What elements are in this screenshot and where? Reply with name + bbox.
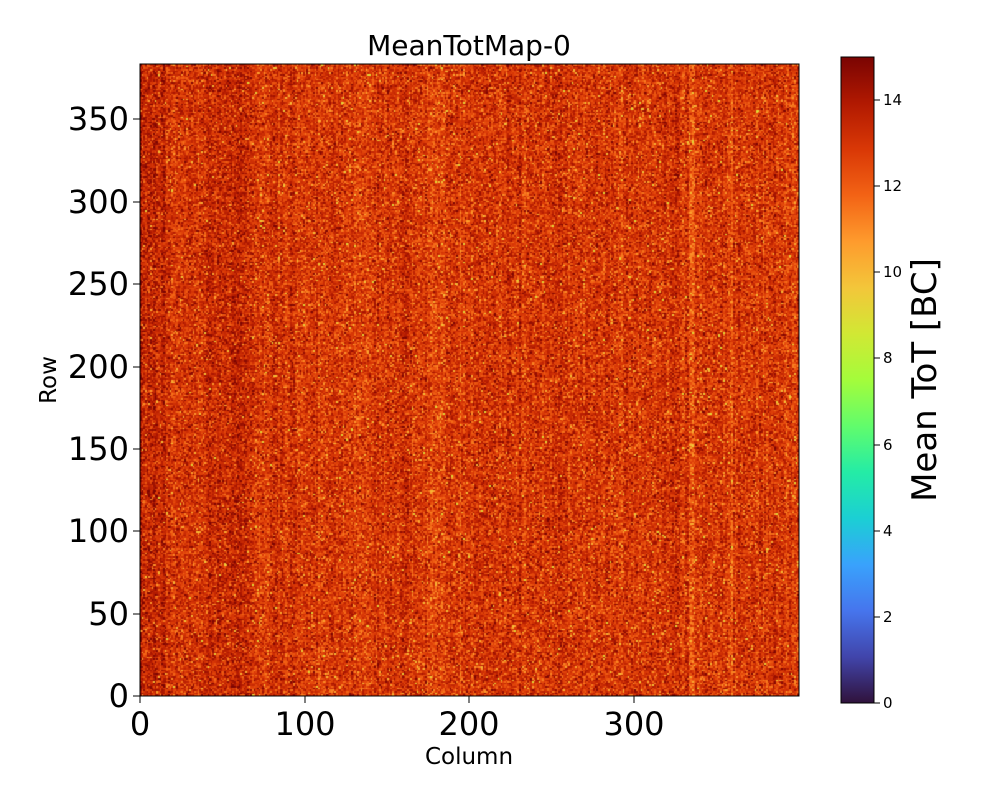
cbar-tick-0: 0 [874,694,893,712]
cbar-tick-10: 10 [874,263,902,281]
x-tick-label: 0 [130,705,150,743]
heatmap-cells [140,64,799,696]
y-tick-0: 0 [109,677,140,715]
x-tick-100: 100 [274,696,336,743]
cbar-tick-label: 10 [883,263,902,281]
y-tick-100: 100 [68,512,140,550]
x-tick-0: 0 [130,696,150,743]
y-tick-label: 150 [68,430,129,468]
x-tick-300: 300 [603,696,665,743]
y-tick-150: 150 [68,430,140,468]
y-tick-label: 200 [68,348,129,386]
y-tick-label: 50 [88,595,129,633]
y-tick-250: 250 [68,265,140,303]
cbar-tick-label: 14 [883,91,902,109]
y-axis: 0 50 100 150 200 250 300 350 R [36,100,140,715]
x-tick-200: 200 [438,696,500,743]
y-tick-label: 100 [68,512,129,550]
cbar-tick-label: 6 [883,436,893,454]
cbar-tick-label: 12 [883,177,902,195]
x-tick-label: 100 [274,705,335,743]
cbar-tick-14: 14 [874,91,902,109]
x-axis-label: Column [425,744,513,770]
cbar-tick-12: 12 [874,177,902,195]
x-tick-label: 200 [438,705,499,743]
cbar-tick-label: 2 [883,608,893,626]
y-tick-label: 300 [68,183,129,221]
colorbar-gradient [840,56,875,704]
chart-title: MeanTotMap-0 [367,29,571,62]
cbar-tick-2: 2 [874,608,893,626]
cbar-tick-label: 0 [883,694,893,712]
y-tick-50: 50 [88,595,140,633]
cbar-tick-label: 8 [883,349,893,367]
colorbar: 0 2 4 6 8 10 12 14 Mean ToT [ [840,56,945,712]
heatmap-canvas-container [140,64,799,696]
cbar-tick-6: 6 [874,436,893,454]
cbar-tick-label: 4 [883,522,893,540]
y-tick-350: 350 [68,100,140,138]
colorbar-label: Mean ToT [BC] [905,258,945,502]
x-axis: 0 100 200 300 Column [130,696,665,770]
y-tick-300: 300 [68,183,140,221]
y-tick-label: 250 [68,265,129,303]
cbar-tick-8: 8 [874,349,893,367]
y-axis-label: Row [36,356,62,404]
y-tick-200: 200 [68,348,140,386]
x-tick-label: 300 [603,705,664,743]
cbar-tick-4: 4 [874,522,893,540]
heatmap-plot-area [139,63,800,697]
y-tick-label: 350 [68,100,129,138]
y-tick-label: 0 [109,677,129,715]
